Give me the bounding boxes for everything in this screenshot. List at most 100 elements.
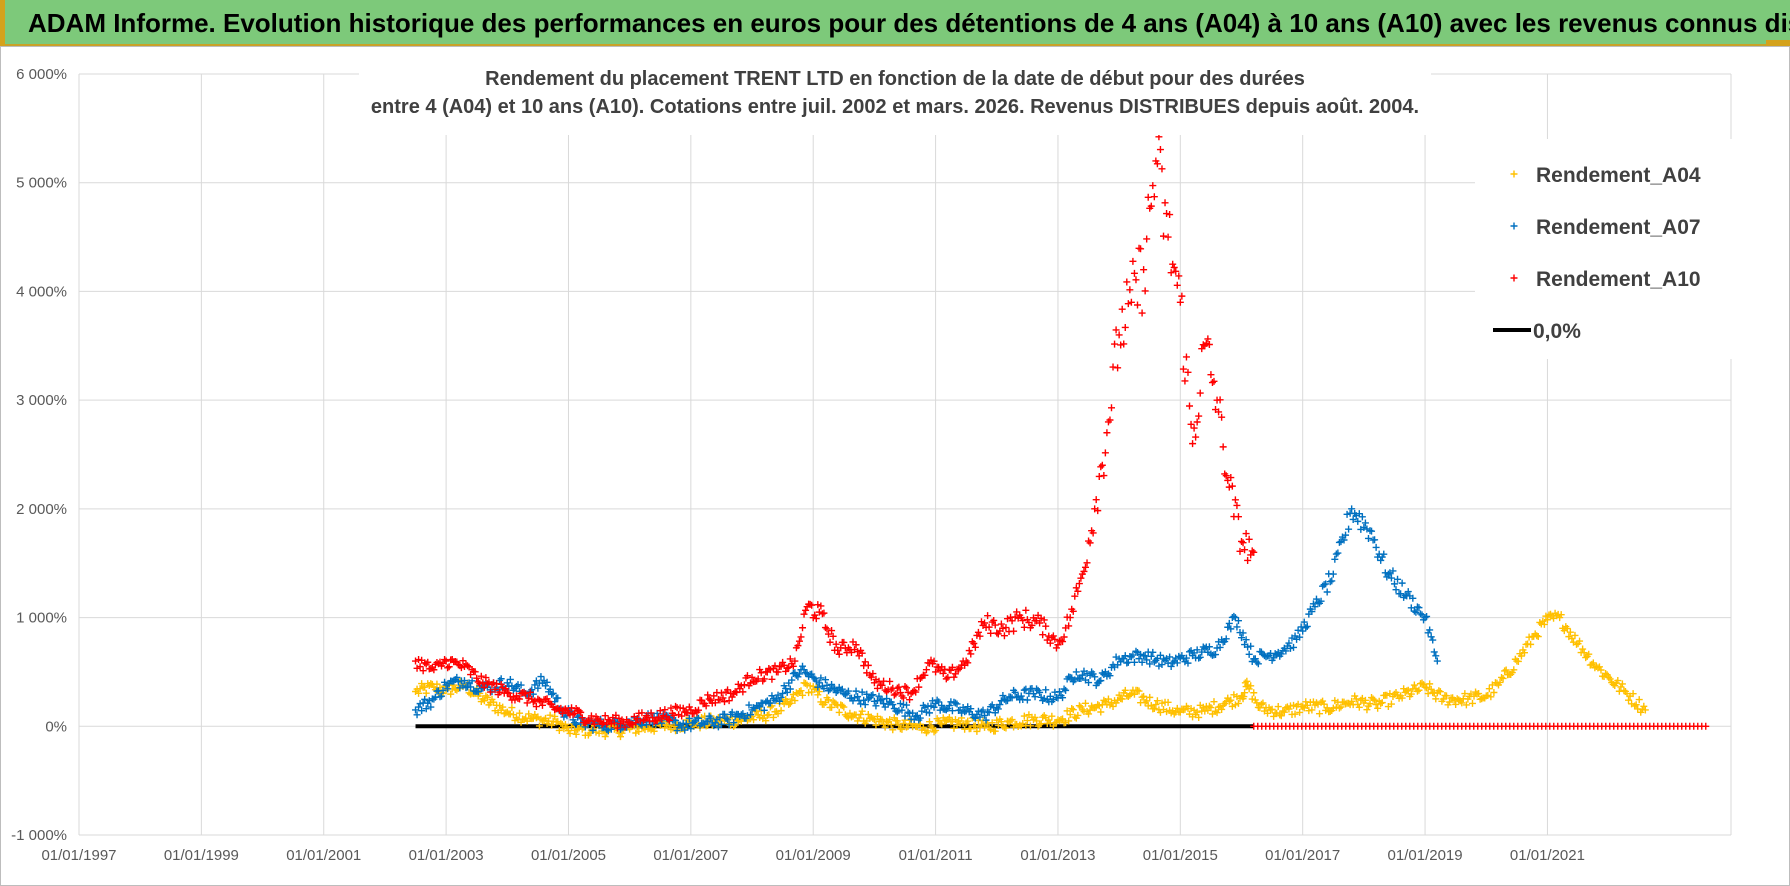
data-point (970, 639, 978, 647)
data-point (1244, 643, 1252, 651)
data-point (1054, 641, 1062, 649)
data-point (1082, 699, 1089, 707)
data-point (1033, 717, 1041, 725)
data-point (1019, 617, 1027, 625)
data-point (912, 712, 920, 720)
data-point (1364, 534, 1372, 542)
data-point (1285, 705, 1293, 713)
x-tick-label: 01/01/2011 (899, 847, 973, 864)
data-point (1542, 612, 1550, 620)
data-point (965, 647, 973, 655)
data-point (1000, 695, 1008, 703)
data-point (1222, 635, 1230, 643)
data-point (825, 696, 833, 704)
data-point (1536, 618, 1544, 626)
data-point (854, 693, 862, 701)
data-point (1072, 668, 1080, 676)
data-point (1036, 688, 1044, 696)
data-point (1060, 685, 1068, 693)
data-point (799, 691, 807, 699)
data-point (1403, 687, 1411, 695)
data-point (418, 707, 426, 715)
data-point (525, 710, 533, 718)
chart-title-line1: Rendement du placement TRENT LTD en fonc… (485, 68, 1305, 90)
data-point (1182, 353, 1190, 361)
data-point (1039, 631, 1047, 639)
data-point (1335, 538, 1343, 546)
data-point (916, 714, 924, 722)
data-point (1589, 659, 1597, 667)
data-point (635, 728, 643, 736)
data-point (1092, 496, 1100, 504)
data-point (844, 687, 852, 695)
x-tick-label: 01/01/1997 (41, 847, 116, 864)
data-point (912, 688, 920, 696)
data-point (991, 727, 999, 735)
data-point (1309, 698, 1317, 706)
data-point (951, 670, 959, 678)
data-point (1407, 604, 1415, 612)
data-point (1342, 531, 1350, 539)
data-point (1140, 692, 1148, 700)
data-point (1042, 622, 1050, 630)
data-point (766, 699, 774, 707)
data-point (1299, 627, 1307, 635)
data-point (1055, 688, 1063, 696)
data-point (572, 720, 580, 728)
data-point (538, 701, 546, 709)
data-point (854, 648, 862, 656)
data-point (1543, 616, 1551, 624)
data-point (821, 676, 829, 684)
data-point (788, 676, 796, 684)
data-point (841, 691, 849, 699)
data-point (791, 697, 799, 705)
data-point (421, 695, 429, 703)
data-point (1436, 688, 1444, 696)
data-point (1198, 707, 1206, 715)
data-point (1638, 706, 1646, 714)
data-point (1219, 443, 1227, 451)
data-point (1615, 687, 1623, 695)
data-point (976, 632, 984, 640)
data-point (1065, 717, 1073, 725)
data-point (416, 663, 424, 671)
data-point (1254, 703, 1262, 711)
data-point (543, 678, 551, 686)
data-point (792, 689, 800, 697)
data-point (685, 714, 693, 722)
data-point (1187, 420, 1195, 428)
data-point (496, 688, 504, 696)
data-point (1286, 644, 1294, 652)
data-point (734, 716, 742, 724)
data-point (795, 637, 803, 645)
data-point (1062, 686, 1070, 694)
data-point (698, 720, 706, 728)
data-point (861, 658, 869, 666)
data-point (1126, 691, 1134, 699)
data-point (1316, 710, 1324, 718)
data-point (1074, 587, 1082, 595)
data-point (1135, 655, 1143, 663)
data-point (817, 674, 825, 682)
data-point (1143, 235, 1151, 243)
data-point (615, 721, 623, 729)
data-point (1259, 699, 1267, 707)
data-point (569, 711, 577, 719)
data-point (1123, 278, 1131, 286)
data-point (1312, 595, 1320, 603)
data-point (878, 681, 886, 689)
data-point (1478, 695, 1486, 703)
data-point (1635, 696, 1643, 704)
data-point (439, 659, 447, 667)
data-point (1026, 722, 1034, 730)
data-point (1059, 638, 1067, 646)
data-point (1442, 692, 1450, 700)
data-point (568, 704, 576, 712)
data-point (786, 655, 794, 663)
data-point (1121, 323, 1129, 331)
data-point (1063, 707, 1071, 715)
data-point (1361, 519, 1369, 527)
x-tick-label: 01/01/2005 (531, 847, 606, 864)
data-point (416, 685, 424, 693)
data-point (739, 688, 747, 696)
